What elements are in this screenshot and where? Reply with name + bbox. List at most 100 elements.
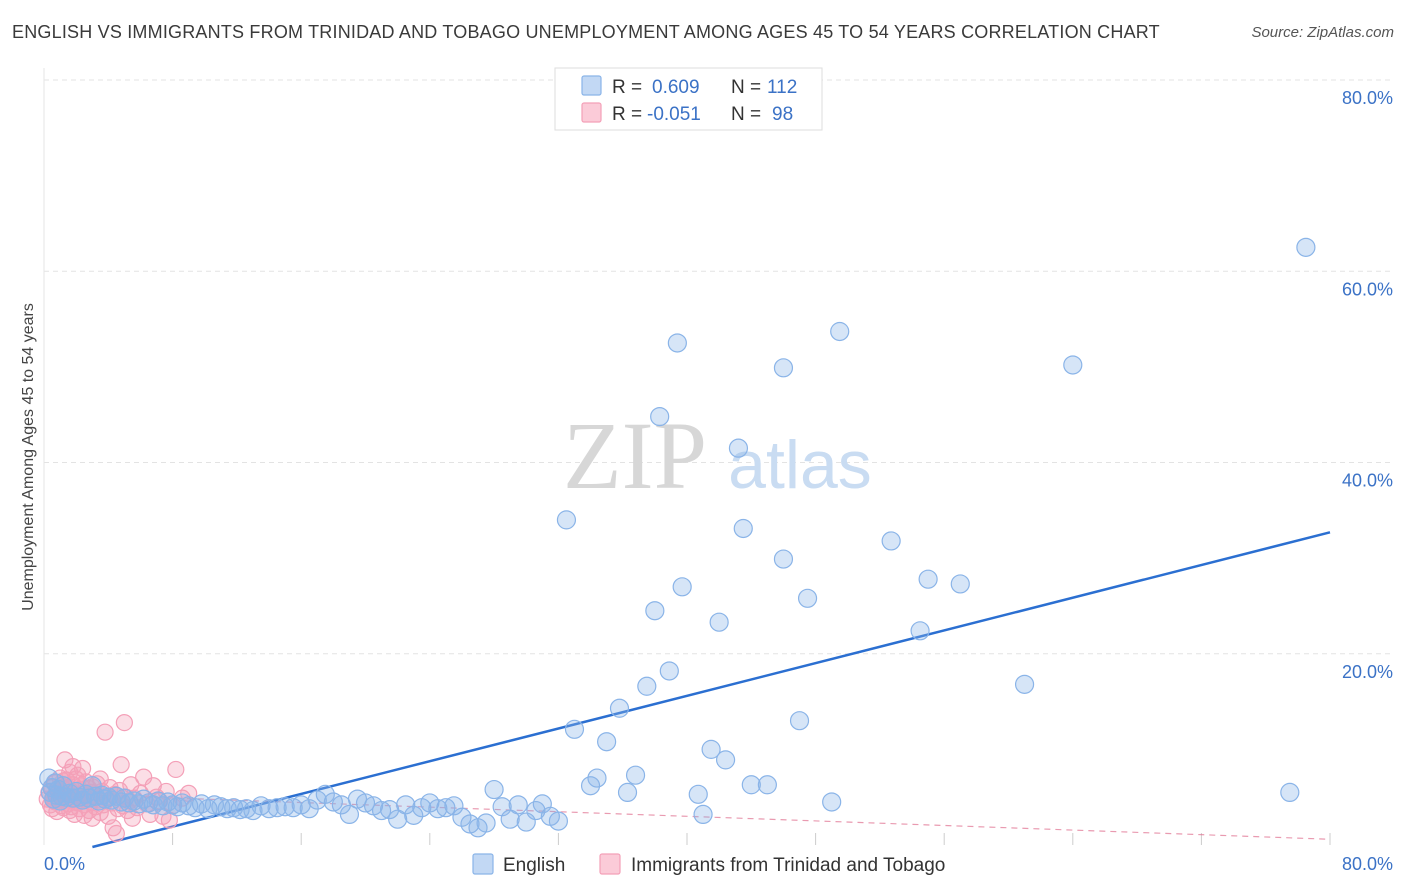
english-point-103	[688, 784, 708, 804]
legend-bottom-immigrants-label[interactable]: Immigrants from Trinidad and Tobago	[631, 855, 945, 876]
english-trend-line	[92, 531, 1331, 849]
chart-title: ENGLISH VS IMMIGRANTS FROM TRINIDAD AND …	[12, 22, 1160, 42]
english-point-112	[773, 549, 794, 569]
legend-english-swatch[interactable]	[581, 75, 602, 96]
english-point-108	[728, 438, 749, 458]
immigrants-point-79	[135, 768, 153, 786]
x-tick-label-max: 80.0%	[1342, 854, 1393, 874]
legend-english-r-label: R =	[612, 77, 642, 98]
legend-immigrants-r-label: R =	[612, 104, 642, 125]
immigrants-trend-line	[43, 792, 1331, 840]
english-point-101	[667, 333, 687, 353]
english-point-113	[773, 358, 794, 378]
y-tick-label-0: 20.0%	[1342, 662, 1393, 682]
immigrants-point-58	[96, 723, 114, 741]
y-tick-label-3: 80.0%	[1342, 88, 1393, 108]
y-tick-label-2: 60.0%	[1342, 279, 1393, 299]
immigrants-point-70	[115, 713, 133, 732]
english-point-104	[693, 804, 713, 825]
english-point-91	[580, 776, 601, 796]
english-point-94	[609, 698, 630, 718]
english-point-73	[428, 799, 448, 819]
english-point-125	[1296, 237, 1316, 257]
english-point-89	[556, 510, 577, 530]
english-point-76	[452, 807, 472, 827]
english-point-100	[659, 661, 679, 681]
legend-english-n-label: N =	[731, 77, 761, 98]
english-point-74	[436, 798, 456, 818]
english-point-99	[650, 407, 670, 427]
english-point-70	[404, 805, 424, 825]
legend-bottom-english-swatch[interactable]	[472, 853, 494, 875]
english-points	[39, 237, 1316, 838]
source-credit: Source: ZipAtlas.com	[1251, 24, 1394, 41]
legend-bottom-english-label[interactable]: English	[503, 855, 565, 876]
english-point-110	[741, 775, 761, 795]
english-point-80	[484, 779, 504, 800]
english-point-111	[757, 775, 777, 795]
english-point-117	[830, 321, 850, 342]
english-point-122	[1014, 674, 1035, 694]
english-point-105	[701, 739, 721, 759]
english-point-54	[275, 797, 295, 817]
english-point-106	[709, 612, 729, 632]
english-point-88	[548, 811, 569, 831]
english-point-23	[98, 787, 118, 807]
legend-bottom-immigrants-swatch[interactable]	[599, 853, 621, 875]
english-point-124	[1280, 782, 1300, 803]
english-point-93	[597, 732, 617, 752]
english-point-121	[950, 574, 970, 594]
legend-english-n-value: 112	[767, 77, 797, 98]
english-point-116	[822, 792, 842, 812]
y-tick-labels: 20.0% 40.0% 60.0% 80.0%	[1342, 88, 1393, 682]
english-point-22	[95, 789, 115, 809]
immigrants-point-68	[112, 756, 130, 774]
english-point-83	[508, 795, 528, 815]
english-point-92	[587, 768, 607, 788]
english-point-53	[267, 798, 287, 818]
english-point-82	[500, 809, 520, 829]
english-point-107	[715, 750, 736, 770]
english-point-79	[476, 813, 496, 833]
legend-immigrants-r-value: -0.051	[647, 104, 701, 125]
english-point-68	[388, 809, 408, 829]
english-point-59	[315, 784, 335, 804]
legend-immigrants-n-value: 98	[772, 104, 793, 125]
y-axis-label: Unemployment Among Ages 45 to 54 years	[20, 303, 37, 611]
english-point-109	[733, 518, 753, 539]
gridlines	[43, 68, 1392, 845]
x-tick-label-min: 0.0%	[44, 854, 85, 874]
english-point-118	[881, 531, 901, 551]
legend-english-r-value: 0.609	[652, 77, 700, 98]
english-point-114	[789, 711, 810, 731]
x-axis-ticks	[172, 833, 1331, 845]
immigrants-point-40	[73, 759, 92, 778]
english-point-96	[625, 765, 646, 785]
watermark-zip: ZIP	[563, 402, 707, 509]
english-point-120	[918, 569, 938, 589]
y-tick-label-1: 40.0%	[1342, 471, 1393, 491]
english-point-102	[672, 577, 692, 597]
immigrants-point-65	[107, 824, 125, 843]
english-point-123	[1063, 355, 1083, 375]
legend-immigrants-n-label: N =	[731, 104, 761, 125]
correlation-legend: R = 0.609 N = 112 R = -0.051 N = 98	[554, 67, 823, 131]
series-legend: English Immigrants from Trinidad and Tob…	[472, 853, 945, 876]
english-point-98	[645, 601, 665, 621]
english-point-115	[797, 588, 818, 608]
english-point-119	[910, 621, 930, 641]
english-point-75	[444, 796, 464, 816]
english-point-62	[339, 804, 360, 825]
english-point-52	[259, 799, 279, 819]
immigrants-point-96	[91, 770, 109, 788]
trend-lines	[43, 531, 1331, 849]
watermark-atlas: atlas	[728, 427, 872, 503]
english-point-95	[617, 782, 638, 803]
legend-immigrants-swatch[interactable]	[581, 102, 602, 123]
english-point-90	[564, 719, 585, 739]
english-point-97	[637, 676, 657, 696]
immigrants-point-89	[167, 760, 185, 779]
english-point-66	[371, 800, 392, 821]
english-point-69	[396, 795, 416, 815]
